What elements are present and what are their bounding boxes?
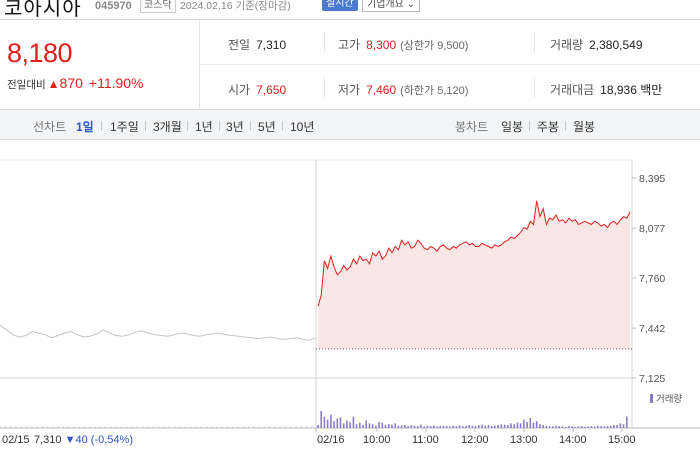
x-axis: 02/15 02/16 10:00 11:00 12:00 13:00 14:00 15:00… <box>2 428 636 446</box>
market-badge: 코스닥 <box>140 0 176 13</box>
tab-1-day[interactable]: 1일 <box>76 120 94 134</box>
divider <box>324 32 325 52</box>
tab-daily-candle[interactable]: 일봉 <box>501 120 524 134</box>
stock-name: 코아시아 <box>4 0 82 20</box>
y-tick-label: 7,760 <box>639 273 665 285</box>
tab-10-years[interactable]: 10년 <box>290 120 315 134</box>
y-tick-label: 7,125 <box>639 373 665 385</box>
price-line <box>317 200 631 307</box>
x-tick-label: 13:00 <box>510 434 538 446</box>
candle-chart-label: 봉차트 <box>455 120 489 134</box>
stat-value: 7,310 <box>256 38 287 52</box>
stat-label: 고가 <box>338 38 361 52</box>
prev-day-summary: 7,310 ▼40 (-0,54%) <box>34 434 133 446</box>
change-label: 전일대비 <box>7 79 46 91</box>
y-tick-label: 7,442 <box>639 323 665 335</box>
stat-row-bottom: 시가 7,650 저가 7,460 (하한가 5,120) 거래대금 18,936 백만 <box>200 65 700 110</box>
stock-header: 코아시아 045970 코스닥 2024.02.16 기준(장마감) 실시간 기… <box>0 0 700 20</box>
stat-label: 거래량 <box>550 38 584 52</box>
price-area-fill <box>318 200 630 349</box>
line-chart-label: 선차트 <box>33 120 67 134</box>
stat-label: 시가 <box>228 83 251 97</box>
stat-value: 18,936 백만 <box>600 83 663 97</box>
x-tick-label: 12:00 <box>461 434 489 446</box>
divider <box>250 121 251 131</box>
divider <box>187 121 188 131</box>
stat-value: 2,380,549 <box>589 38 643 52</box>
x-tick-label: 02/16 <box>317 434 345 446</box>
chart-period-tabs: 선차트 1일 1주일 3개월 1년 3년 5년 10년 봉차트 일봉 주봉 월봉 <box>0 109 700 140</box>
stat-value: 7,460 <box>366 83 397 97</box>
x-tick-label: 10:00 <box>363 434 391 446</box>
stat-label: 저가 <box>338 83 361 97</box>
stat-prev-close: 전일 7,310 <box>228 36 286 53</box>
company-overview-button[interactable]: 기업개요 ⌄ <box>362 0 420 12</box>
tab-weekly-candle[interactable]: 주봉 <box>537 120 560 134</box>
stat-volume: 거래량 2,380,549 <box>550 36 643 53</box>
prev-change-value: 40 <box>75 434 87 446</box>
stat-value: 7,650 <box>256 83 287 97</box>
divider <box>219 121 220 131</box>
x-tick-label: 02/15 <box>2 434 30 446</box>
volume-legend-swatch <box>650 394 653 403</box>
tab-3-years[interactable]: 3년 <box>226 120 244 134</box>
current-price: 8,180 <box>7 38 73 68</box>
price-area <box>318 200 630 349</box>
upper-limit: (상한가 9,500) <box>400 40 469 52</box>
company-overview-label: 기업개요 <box>367 0 404 10</box>
price-lines <box>0 200 632 350</box>
price-block: 8,180 전일대비 ▲870 +11.90% <box>0 20 200 110</box>
prev-close-value: 7,310 <box>34 434 62 446</box>
prev-change-pct: (-0,54%) <box>91 434 133 446</box>
y-tick-label: 8,077 <box>639 223 665 235</box>
divider <box>145 121 146 131</box>
tab-3-months[interactable]: 3개월 <box>153 120 182 134</box>
chart-svg: 8,395 8,077 7,760 7,442 7,125 거래량 02/15 02/16… <box>0 159 700 446</box>
stat-label: 전일 <box>228 38 251 52</box>
tab-monthly-candle[interactable]: 월봉 <box>573 120 596 134</box>
change-value: 870 <box>59 75 83 91</box>
divider <box>534 77 535 97</box>
change-percent: +11.90% <box>88 75 144 91</box>
timestamp: 2024.02.16 기준(장마감) <box>180 0 291 12</box>
stat-value: 8,300 <box>366 38 397 52</box>
change-row: 전일대비 ▲870 +11.90% <box>7 75 144 92</box>
lower-limit: (하한가 5,120) <box>400 85 469 97</box>
tab-5-years[interactable]: 5년 <box>258 120 276 134</box>
chevron-down-icon: ⌄ <box>406 0 415 10</box>
volume-chart: 거래량 <box>0 390 682 428</box>
down-arrow-icon: ▼ <box>65 434 76 446</box>
divider <box>101 121 102 131</box>
stat-low: 저가 7,460 (하한가 5,120) <box>338 81 468 98</box>
divider <box>529 121 530 131</box>
x-tick-label: 14:00 <box>559 434 587 446</box>
stat-open: 시가 7,650 <box>228 81 286 98</box>
up-arrow-icon: ▲ <box>47 77 60 91</box>
x-tick-label: 15:00 <box>608 434 636 446</box>
intraday-chart[interactable]: 8,395 8,077 7,760 7,442 7,125 거래량 02/15 02/16… <box>0 140 700 450</box>
stat-amount: 거래대금 18,936 백만 <box>550 81 662 98</box>
y-tick-label: 8,395 <box>639 173 665 185</box>
divider <box>324 77 325 97</box>
x-tick-label: 11:00 <box>412 434 439 446</box>
volume-legend-label: 거래량 <box>656 393 682 405</box>
stat-row-top: 전일 7,310 고가 8,300 (상한가 9,500) 거래량 2,380,549 <box>200 20 700 65</box>
divider <box>282 121 283 131</box>
tab-1-week[interactable]: 1주일 <box>110 120 139 134</box>
realtime-button[interactable]: 실시간 <box>322 0 358 11</box>
divider <box>565 121 566 131</box>
y-axis: 8,395 8,077 7,760 7,442 7,125 <box>632 173 665 385</box>
stock-code: 045970 <box>95 0 132 12</box>
tab-1-year[interactable]: 1년 <box>195 120 213 134</box>
divider <box>534 32 535 52</box>
prev-day-line <box>0 324 317 341</box>
stat-high: 고가 8,300 (상한가 9,500) <box>338 36 468 53</box>
price-summary: 8,180 전일대비 ▲870 +11.90% 전일 7,310 고가 8,300 (상한… <box>0 19 700 110</box>
stat-label: 거래대금 <box>550 83 595 97</box>
